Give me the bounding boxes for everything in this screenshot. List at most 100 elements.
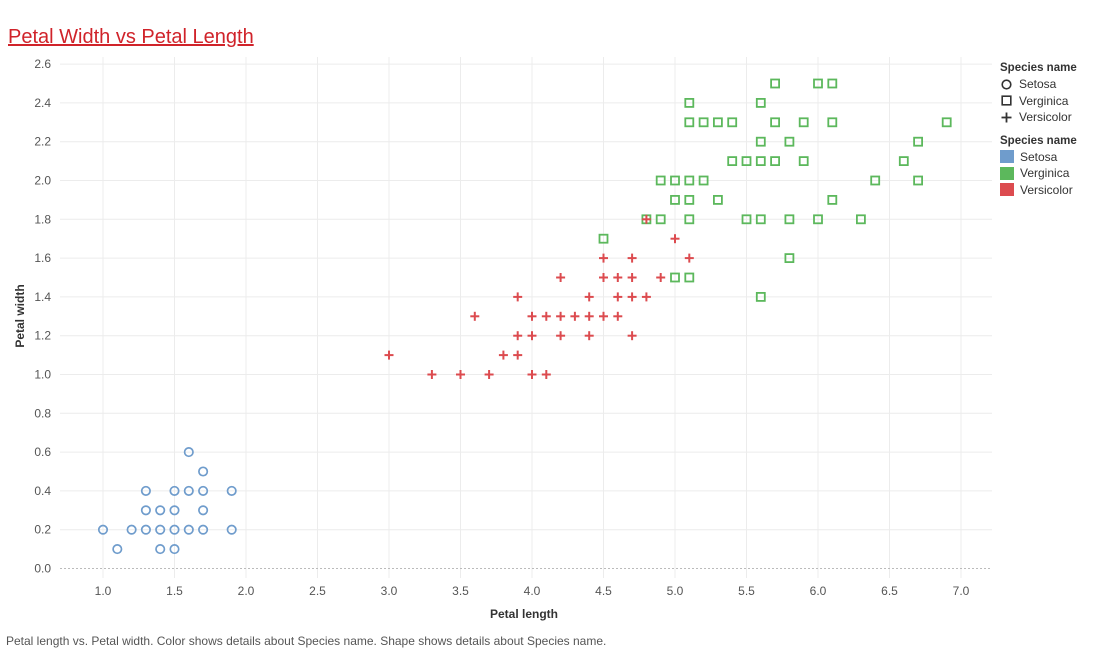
- data-point[interactable]: [556, 331, 566, 341]
- data-point[interactable]: [556, 311, 566, 321]
- data-point[interactable]: [427, 370, 437, 379]
- shape-legend-item-versicolor[interactable]: Versicolor: [1000, 109, 1077, 126]
- data-point[interactable]: [613, 311, 623, 321]
- data-point[interactable]: [541, 370, 551, 379]
- data-point[interactable]: [670, 234, 680, 244]
- data-point[interactable]: [784, 253, 795, 264]
- shape-legend-item-verginica[interactable]: Verginica: [1000, 93, 1077, 110]
- data-point[interactable]: [169, 505, 180, 516]
- data-point[interactable]: [527, 331, 537, 341]
- data-point[interactable]: [641, 292, 651, 302]
- data-point[interactable]: [155, 524, 166, 535]
- data-point[interactable]: [698, 175, 709, 186]
- data-point[interactable]: [755, 98, 766, 108]
- data-point[interactable]: [755, 291, 766, 302]
- data-point[interactable]: [655, 214, 666, 225]
- color-legend-item-verginica[interactable]: Verginica: [1000, 165, 1077, 182]
- data-point[interactable]: [698, 117, 709, 128]
- data-point[interactable]: [126, 524, 137, 535]
- data-point[interactable]: [613, 273, 623, 282]
- data-point[interactable]: [198, 485, 209, 496]
- data-point[interactable]: [556, 273, 566, 282]
- data-point[interactable]: [226, 485, 237, 496]
- data-point[interactable]: [599, 253, 608, 263]
- data-point[interactable]: [584, 331, 594, 341]
- data-point[interactable]: [456, 370, 465, 379]
- shape-legend-item-setosa[interactable]: Setosa: [1000, 76, 1077, 93]
- data-point[interactable]: [798, 117, 809, 128]
- data-point[interactable]: [198, 505, 209, 516]
- data-point[interactable]: [755, 136, 766, 147]
- data-point[interactable]: [140, 485, 151, 496]
- data-point[interactable]: [541, 311, 551, 321]
- data-point[interactable]: [198, 466, 209, 477]
- data-point[interactable]: [684, 253, 694, 263]
- data-point[interactable]: [598, 233, 609, 244]
- data-point[interactable]: [727, 156, 738, 167]
- data-point[interactable]: [870, 175, 881, 186]
- data-point[interactable]: [226, 524, 237, 535]
- data-point[interactable]: [570, 311, 580, 321]
- data-point[interactable]: [656, 273, 666, 282]
- data-point[interactable]: [140, 505, 151, 516]
- data-point[interactable]: [599, 311, 608, 321]
- data-point[interactable]: [155, 505, 166, 516]
- data-point[interactable]: [856, 214, 866, 225]
- data-point[interactable]: [140, 524, 151, 535]
- data-point[interactable]: [827, 117, 838, 128]
- data-point[interactable]: [684, 214, 695, 225]
- data-point[interactable]: [827, 194, 838, 205]
- data-point[interactable]: [599, 273, 608, 282]
- data-point[interactable]: [513, 331, 523, 341]
- data-point[interactable]: [627, 273, 637, 282]
- data-point[interactable]: [112, 544, 123, 555]
- data-point[interactable]: [684, 175, 695, 186]
- data-point[interactable]: [655, 175, 666, 186]
- data-point[interactable]: [641, 214, 651, 224]
- data-point[interactable]: [813, 214, 823, 225]
- data-point[interactable]: [384, 350, 394, 360]
- data-point[interactable]: [169, 524, 180, 535]
- data-point[interactable]: [784, 136, 795, 147]
- data-point[interactable]: [770, 78, 780, 89]
- data-point[interactable]: [484, 370, 494, 379]
- data-point[interactable]: [670, 194, 680, 205]
- data-point[interactable]: [513, 350, 523, 360]
- data-point[interactable]: [827, 78, 838, 89]
- data-point[interactable]: [798, 156, 809, 167]
- data-point[interactable]: [627, 253, 637, 263]
- data-point[interactable]: [498, 350, 508, 360]
- data-point[interactable]: [913, 175, 923, 186]
- color-legend-item-versicolor[interactable]: Versicolor: [1000, 182, 1077, 199]
- data-point[interactable]: [198, 524, 209, 535]
- data-point[interactable]: [670, 272, 680, 283]
- data-point[interactable]: [713, 117, 723, 128]
- data-point[interactable]: [513, 292, 523, 302]
- data-point[interactable]: [770, 117, 780, 128]
- data-point[interactable]: [183, 485, 194, 496]
- data-point[interactable]: [784, 214, 795, 225]
- data-point[interactable]: [584, 292, 594, 302]
- data-point[interactable]: [169, 544, 180, 555]
- data-point[interactable]: [727, 117, 738, 128]
- data-point[interactable]: [684, 98, 695, 108]
- data-point[interactable]: [941, 117, 952, 128]
- data-point[interactable]: [755, 156, 766, 167]
- data-point[interactable]: [770, 156, 780, 167]
- data-point[interactable]: [741, 214, 752, 225]
- data-point[interactable]: [813, 78, 823, 89]
- data-point[interactable]: [97, 524, 109, 535]
- data-point[interactable]: [755, 214, 766, 225]
- color-legend-item-setosa[interactable]: Setosa: [1000, 149, 1077, 166]
- data-point[interactable]: [684, 117, 695, 128]
- data-point[interactable]: [613, 292, 623, 302]
- data-point[interactable]: [169, 485, 180, 496]
- data-point[interactable]: [627, 292, 637, 302]
- data-point[interactable]: [713, 194, 723, 205]
- data-point[interactable]: [898, 156, 909, 167]
- data-point[interactable]: [670, 175, 680, 186]
- data-point[interactable]: [527, 370, 537, 379]
- data-point[interactable]: [741, 156, 752, 167]
- data-point[interactable]: [527, 311, 537, 321]
- data-point[interactable]: [470, 311, 480, 321]
